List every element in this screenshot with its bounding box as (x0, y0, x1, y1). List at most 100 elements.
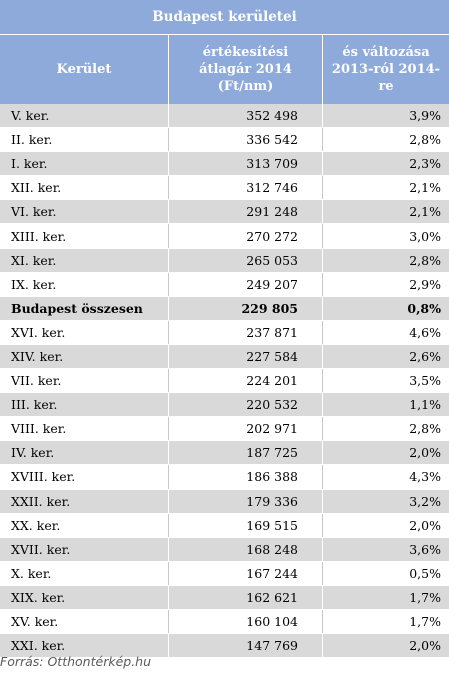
price-cell: 313 709 (168, 152, 322, 176)
change-cell: 2,8% (322, 128, 449, 152)
price-cell: 227 584 (168, 344, 322, 369)
change-cell: 2,0% (322, 513, 449, 537)
price-cell: 162 621 (168, 585, 322, 609)
change-cell: 3,9% (322, 104, 449, 128)
change-cell: 0,8% (322, 296, 449, 320)
change-cell: 3,5% (322, 369, 449, 393)
table-body: V. ker. 352 498 3,9% II. ker. 336 542 2,8% I. … (0, 104, 449, 659)
price-cell: 229 805 (168, 296, 322, 320)
table-row: XX. ker. 169 515 2,0% (0, 513, 449, 538)
change-cell: 2,3% (322, 152, 449, 176)
district-cell: XXII. ker. (11, 493, 71, 509)
district-cell: XIX. ker. (11, 589, 66, 605)
table-row: XIX. ker. 162 621 1,7% (0, 585, 449, 610)
change-cell: 3,0% (322, 224, 449, 248)
district-cell: I. ker. (11, 156, 48, 172)
change-cell: 3,6% (322, 537, 449, 561)
change-cell: 2,1% (322, 200, 449, 224)
change-cell: 1,7% (322, 609, 449, 634)
district-cell: V. ker. (11, 108, 50, 124)
change-cell: 2,9% (322, 272, 449, 296)
price-table: Budapest kerületei Kerület értékesítési … (0, 0, 449, 659)
district-cell: XIV. ker. (11, 348, 64, 364)
change-cell: 4,6% (322, 320, 449, 344)
district-cell: X. ker. (11, 565, 52, 581)
district-cell: VII. ker. (11, 373, 62, 389)
source-note: Forrás: Otthontérkép.hu (0, 654, 152, 669)
table-row: IX. ker. 249 207 2,9% (0, 272, 449, 297)
price-cell: 147 769 (168, 634, 322, 658)
change-cell: 1,7% (322, 585, 449, 609)
price-cell: 168 248 (168, 537, 322, 561)
table-row: VI. ker. 291 248 2,1% (0, 200, 449, 225)
change-cell: 2,0% (322, 441, 449, 465)
price-cell: 179 336 (168, 489, 322, 513)
table-row: XXII. ker. 179 336 3,2% (0, 489, 449, 514)
table-row: XV. ker. 160 104 1,7% (0, 609, 449, 635)
column-header-change: és változása 2013-ról 2014-re (322, 35, 449, 104)
change-cell: 2,8% (322, 417, 449, 441)
district-cell: XIII. ker. (11, 228, 67, 244)
table-row: V. ker. 352 498 3,9% (0, 104, 449, 129)
price-cell: 291 248 (168, 200, 322, 224)
price-cell: 224 201 (168, 369, 322, 393)
table-row: IV. ker. 187 725 2,0% (0, 441, 449, 466)
price-cell: 167 244 (168, 561, 322, 585)
table-row: XII. ker. 312 746 2,1% (0, 176, 449, 201)
price-cell: 237 871 (168, 320, 322, 344)
table-header-row: Kerület értékesítési átlagár 2014 (Ft/nm… (0, 35, 449, 104)
price-cell: 220 532 (168, 393, 322, 417)
district-cell: III. ker. (11, 397, 58, 413)
district-cell: VIII. ker. (11, 421, 67, 437)
district-cell: XI. ker. (11, 252, 57, 268)
district-cell: Budapest összesen (11, 300, 143, 316)
column-header-price: értékesítési átlagár 2014 (Ft/nm) (168, 35, 322, 104)
table-row: I. ker. 313 709 2,3% (0, 152, 449, 177)
table-row: XVIII. ker. 186 388 4,3% (0, 465, 449, 490)
table-row: X. ker. 167 244 0,5% (0, 561, 449, 586)
price-cell: 270 272 (168, 224, 322, 248)
district-cell: IX. ker. (11, 276, 57, 292)
table-row-total: Budapest összesen 229 805 0,8% (0, 296, 449, 321)
price-cell: 202 971 (168, 417, 322, 441)
change-cell: 4,3% (322, 465, 449, 489)
price-cell: 312 746 (168, 176, 322, 200)
table-row: II. ker. 336 542 2,8% (0, 128, 449, 153)
change-cell: 2,1% (322, 176, 449, 200)
change-cell: 3,2% (322, 489, 449, 513)
table-row: VII. ker. 224 201 3,5% (0, 369, 449, 394)
price-cell: 249 207 (168, 272, 322, 296)
change-cell: 2,6% (322, 344, 449, 369)
table-row: III. ker. 220 532 1,1% (0, 393, 449, 418)
table-row: VIII. ker. 202 971 2,8% (0, 417, 449, 442)
price-cell: 265 053 (168, 248, 322, 272)
district-cell: XXI. ker. (11, 638, 66, 654)
table-row: XIII. ker. 270 272 3,0% (0, 224, 449, 249)
district-cell: XII. ker. (11, 180, 62, 196)
price-cell: 352 498 (168, 104, 322, 128)
price-cell: 160 104 (168, 609, 322, 634)
table-row: XIV. ker. 227 584 2,6% (0, 344, 449, 370)
change-cell: 2,8% (322, 248, 449, 272)
table-row: XI. ker. 265 053 2,8% (0, 248, 449, 273)
price-cell: 336 542 (168, 128, 322, 152)
price-cell: 186 388 (168, 465, 322, 489)
column-header-district: Kerület (56, 62, 112, 77)
change-cell: 0,5% (322, 561, 449, 585)
district-cell: VI. ker. (11, 204, 57, 220)
district-cell: XV. ker. (11, 614, 59, 630)
table-title: Budapest kerületei (0, 0, 449, 35)
table-row: XVI. ker. 237 871 4,6% (0, 320, 449, 345)
district-cell: XVIII. ker. (11, 469, 76, 485)
district-cell: IV. ker. (11, 445, 55, 461)
district-cell: II. ker. (11, 132, 53, 148)
district-cell: XVII. ker. (11, 541, 71, 557)
price-cell: 169 515 (168, 513, 322, 537)
table-row: XXI. ker. 147 769 2,0% (0, 634, 449, 659)
change-cell: 1,1% (322, 393, 449, 417)
district-cell: XX. ker. (11, 517, 61, 533)
price-cell: 187 725 (168, 441, 322, 465)
change-cell: 2,0% (322, 634, 449, 658)
district-cell: XVI. ker. (11, 324, 66, 340)
table-row: XVII. ker. 168 248 3,6% (0, 537, 449, 562)
